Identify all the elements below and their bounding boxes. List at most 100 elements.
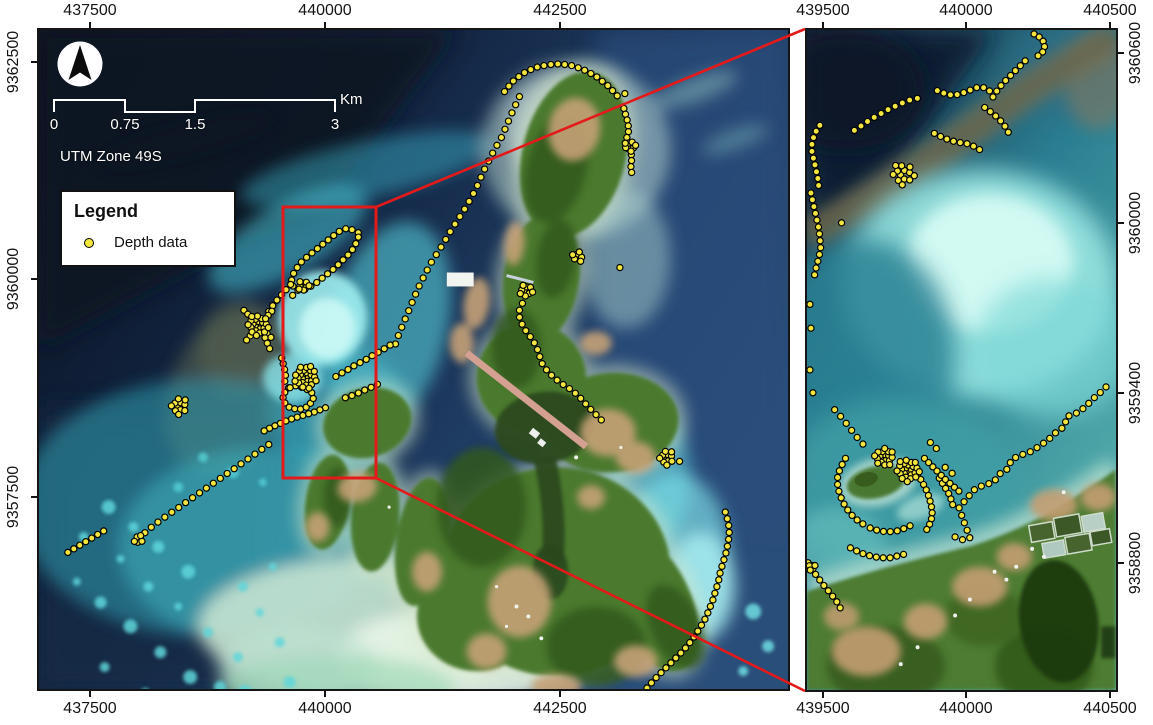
depth-data-point: [815, 230, 824, 238]
depth-data-point: [881, 444, 889, 453]
depth-data-point: [477, 173, 485, 181]
depth-data-point: [627, 168, 636, 177]
depth-data-point: [963, 526, 971, 534]
utm-zone-label: UTM Zone 49S: [60, 148, 162, 165]
depth-data-point: [973, 83, 981, 92]
depth-data-point: [302, 253, 311, 261]
depth-data-point: [415, 282, 423, 290]
depth-data-point: [411, 290, 420, 298]
depth-data-point: [893, 527, 901, 535]
depth-data-point: [833, 473, 842, 482]
depth-data-point: [966, 534, 974, 542]
depth-data-point: [1061, 418, 1070, 426]
depth-data-point: [1006, 458, 1014, 467]
depth-data-point: [574, 64, 582, 72]
depth-data-point: [809, 133, 818, 142]
depth-data-point: [706, 602, 715, 611]
depth-data-point: [76, 541, 84, 549]
depth-data-point: [342, 225, 350, 233]
depth-data-point: [667, 448, 676, 456]
depth-data-point: [344, 365, 352, 374]
depth-data-point: [859, 520, 867, 528]
tick: [1118, 52, 1124, 54]
depth-data-point: [886, 460, 894, 469]
depth-data-point: [963, 140, 971, 148]
tick: [965, 692, 967, 698]
tick: [1109, 692, 1111, 698]
depth-data-point: [154, 518, 162, 526]
depth-data-point: [350, 362, 358, 370]
depth-data-point: [356, 358, 364, 367]
depth-data-point: [547, 371, 556, 379]
depth-data-point: [926, 497, 934, 505]
depth-data-point: [723, 542, 732, 550]
depth-data-point: [941, 463, 949, 472]
depth-data-point: [686, 638, 694, 647]
depth-data-point: [663, 461, 671, 469]
depth-data-point: [515, 72, 523, 81]
depth-data-point: [837, 219, 846, 227]
main-map[interactable]: 0 0.75 1.5 3 Km UTM Zone 49S Legend Dept…: [37, 28, 790, 691]
depth-data-point: [216, 474, 225, 483]
depth-data-point: [1058, 424, 1066, 432]
depth-data-point: [167, 402, 176, 410]
depth-data-point: [456, 212, 464, 221]
tick: [965, 22, 967, 28]
depth-data-point: [538, 359, 546, 368]
inset-map[interactable]: [805, 28, 1118, 692]
depth-data-point: [946, 91, 955, 99]
depth-data-point: [956, 138, 964, 147]
depth-data-point: [515, 92, 524, 101]
depth-data-point: [906, 176, 914, 184]
depth-data-point: [352, 239, 360, 248]
depth-data-point: [697, 621, 706, 629]
depth-data-point: [567, 61, 576, 70]
depth-data-point: [244, 455, 252, 463]
depth-data-point: [681, 644, 690, 652]
depth-data-point: [305, 282, 313, 290]
depth-data-point: [816, 121, 824, 130]
depth-data-point: [981, 103, 989, 112]
depth-data-point: [958, 511, 966, 520]
depth-data-point: [368, 352, 376, 360]
depth-data-point: [888, 448, 896, 456]
depth-data-point: [432, 250, 440, 259]
depth-data-point: [709, 596, 717, 604]
depth-data-point: [943, 135, 951, 143]
main-bottom-axis-label: 437500: [63, 700, 117, 717]
depth-data-point: [824, 587, 832, 595]
tick: [31, 278, 37, 280]
depth-data-point: [820, 581, 828, 590]
depth-data-point: [94, 530, 102, 539]
depth-data-point: [948, 469, 956, 477]
depth-data-point: [704, 609, 712, 617]
depth-data-point: [88, 534, 96, 542]
depth-data-point: [647, 679, 656, 687]
depth-data-point: [181, 406, 189, 415]
depth-data-point: [354, 389, 363, 397]
depth-data-point: [816, 237, 824, 245]
depth-data-point: [1034, 52, 1042, 60]
depth-data-point: [451, 220, 459, 228]
depth-data-point: [723, 515, 732, 523]
depth-data-point: [70, 545, 78, 553]
depth-data-point: [906, 163, 914, 171]
depth-data-point: [497, 133, 506, 142]
depth-data-point: [953, 90, 961, 99]
depth-data-point: [624, 122, 632, 130]
depth-data-point: [889, 170, 897, 179]
depth-data-point: [616, 263, 624, 272]
depth-data-point: [329, 265, 337, 274]
depth-data-point: [722, 549, 730, 557]
depth-data-point: [873, 526, 881, 534]
depth-data-point: [853, 547, 861, 555]
depth-data-point: [597, 416, 605, 424]
depth-data-point: [508, 109, 516, 117]
depth-data-point: [553, 376, 561, 384]
depth-data-point: [662, 664, 670, 672]
depth-data-point: [996, 117, 1005, 125]
depth-data-point: [264, 323, 273, 332]
scale-label-075: 0.75: [110, 116, 140, 133]
depth-data-point: [893, 552, 901, 560]
depth-data-point: [308, 249, 316, 257]
